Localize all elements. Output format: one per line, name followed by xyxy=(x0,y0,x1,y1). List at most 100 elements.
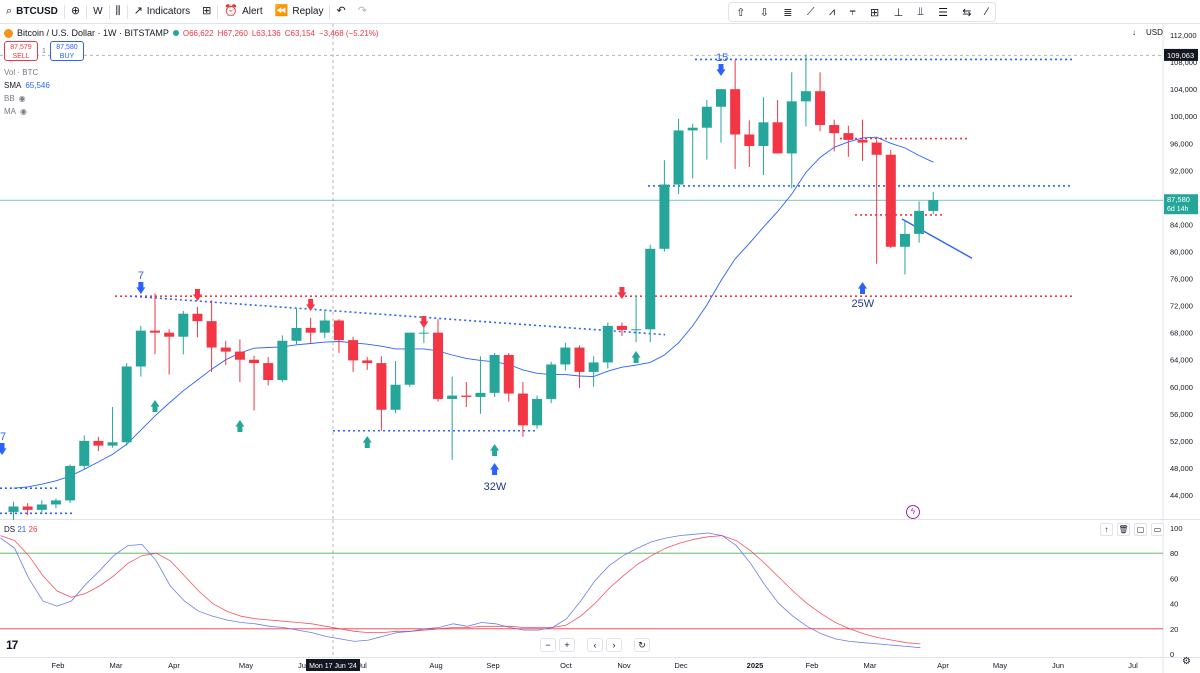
bb-label: BB xyxy=(4,94,15,103)
time-tick-label: Sep xyxy=(486,661,499,670)
oscillator-pane[interactable]: 100 80 60 40 20 0 Feb Mar Apr May Jun Jul Aug Sep Oct N… xyxy=(0,520,1200,673)
indicator-sma[interactable]: SMA 65,546 xyxy=(4,81,50,90)
spread-value: 1 xyxy=(42,47,46,55)
chevron-down-icon[interactable]: ↓ xyxy=(1132,28,1136,37)
candle-body xyxy=(602,325,613,363)
status-dot-icon xyxy=(172,30,179,36)
blue-up-arrow-icon xyxy=(490,463,500,475)
price-range-icon[interactable]: ⫫ xyxy=(917,5,924,18)
candle xyxy=(616,322,627,337)
candle-body xyxy=(546,364,557,399)
indicator-ma[interactable]: MA ◉ xyxy=(4,107,27,116)
symbol-search[interactable]: ⌕ BTCUSD xyxy=(0,0,64,24)
alert-button[interactable]: ⏰ Alert xyxy=(218,0,268,24)
candle-body xyxy=(79,440,90,466)
osc-param-slow: 26 xyxy=(28,525,38,534)
long-position-icon[interactable]: ☰ xyxy=(938,6,948,19)
time-tick-label: Nov xyxy=(617,661,631,670)
sma-line xyxy=(13,136,934,489)
candle-body xyxy=(192,313,203,322)
zigzag-icon[interactable]: ⩘ xyxy=(828,5,836,18)
time-tick-label: Jun xyxy=(1052,661,1064,670)
collapse-icon[interactable]: ▭ xyxy=(1151,523,1164,536)
candle xyxy=(65,464,76,504)
indicators-button[interactable]: ↗ Indicators xyxy=(128,0,197,24)
chart-type-button[interactable]: ⫼ xyxy=(110,0,127,24)
date-range-icon[interactable]: ⊥ xyxy=(893,6,904,19)
buy-button[interactable]: 87,580 BUY xyxy=(50,41,84,61)
replay-button[interactable]: ⏪ Replay xyxy=(269,0,330,24)
fork-icon[interactable]: ⫧ xyxy=(849,5,856,18)
candle xyxy=(121,363,132,446)
reset-chart-button[interactable]: ↻ xyxy=(634,638,650,652)
templates-button[interactable]: ⊞ xyxy=(196,0,217,24)
price-chart[interactable]: 112,000 108,000 104,000 100,000 96,000 92,000… xyxy=(0,24,1200,520)
indicator-vol[interactable]: Vol · BTC xyxy=(4,68,38,77)
divider xyxy=(63,4,65,19)
move-up-icon[interactable]: ↑ xyxy=(1100,523,1113,536)
candle-body xyxy=(475,392,486,397)
fib-icon[interactable]: ≣ xyxy=(783,6,793,19)
candle xyxy=(461,382,472,408)
candle-body xyxy=(36,504,47,510)
zoom-out-button[interactable]: − xyxy=(540,638,556,652)
candle xyxy=(829,119,840,152)
candle-body xyxy=(65,465,76,501)
price-tick-label: 48,000 xyxy=(1170,464,1193,473)
replay-icon: ⏪ xyxy=(274,5,289,17)
red-down-arrow-icon xyxy=(419,316,429,328)
candle xyxy=(772,99,783,154)
undo-button[interactable]: ↶ xyxy=(330,0,351,24)
candle xyxy=(517,382,528,437)
compare-button[interactable]: ⊕ xyxy=(65,0,86,24)
candle xyxy=(234,339,245,383)
arrow-down-icon[interactable]: ⇩ xyxy=(759,6,769,19)
candle xyxy=(687,123,698,179)
indicator-bb[interactable]: BB ◉ xyxy=(4,94,26,103)
short-position-icon[interactable]: ⇆ xyxy=(962,6,972,19)
legend-high: H67,260 xyxy=(217,28,248,38)
osc-tick-label: 100 xyxy=(1170,524,1183,533)
gann-box-icon[interactable]: ⊞ xyxy=(870,6,880,19)
candle-body xyxy=(107,442,118,446)
candle-body xyxy=(574,347,585,372)
crosshair-time-badge xyxy=(306,659,360,671)
trend-line-icon[interactable]: ∕ xyxy=(985,6,988,18)
candle xyxy=(503,352,514,402)
candle xyxy=(701,99,712,160)
interval-button[interactable]: W xyxy=(87,0,108,24)
trash-icon[interactable]: 🗑 xyxy=(1117,523,1130,536)
candle xyxy=(602,322,613,369)
scroll-left-button[interactable]: ‹ xyxy=(587,638,603,652)
grid-icon: ⊞ xyxy=(202,5,212,17)
candle-body xyxy=(418,332,429,334)
scroll-right-button[interactable]: › xyxy=(606,638,622,652)
candle-body xyxy=(93,440,104,446)
candle-body xyxy=(885,154,896,247)
projection-line xyxy=(901,218,973,259)
candle xyxy=(659,160,670,252)
maximize-icon[interactable]: ▢ xyxy=(1134,523,1147,536)
high-price-badge xyxy=(1164,48,1198,61)
price-tick-label: 44,000 xyxy=(1170,491,1193,500)
sma-value: 65,546 xyxy=(25,81,50,90)
eye-icon[interactable]: ◉ xyxy=(18,94,26,103)
candle-body xyxy=(291,327,302,341)
sell-button[interactable]: 87,579 SELL xyxy=(4,41,38,61)
currency-select[interactable]: USD xyxy=(1146,28,1163,37)
lightning-icon[interactable]: ϟ xyxy=(906,505,920,519)
arrow-up-icon[interactable]: ⇧ xyxy=(736,6,746,19)
candle-body xyxy=(333,320,344,341)
candle-body xyxy=(871,142,882,155)
candle xyxy=(249,355,260,411)
pattern-icon[interactable]: ⟋ xyxy=(806,5,815,18)
redo-button[interactable]: ↷ xyxy=(352,0,373,24)
legend-low: L63,136 xyxy=(251,28,281,38)
tradingview-logo-icon: 17 xyxy=(6,638,18,652)
eye-icon[interactable]: ◉ xyxy=(20,107,27,116)
gear-icon[interactable]: ⚙ xyxy=(1182,656,1191,667)
candle-body xyxy=(234,351,245,360)
zoom-in-button[interactable]: + xyxy=(559,638,575,652)
chart-background xyxy=(0,24,1200,520)
time-tick-label: Apr xyxy=(168,661,180,670)
